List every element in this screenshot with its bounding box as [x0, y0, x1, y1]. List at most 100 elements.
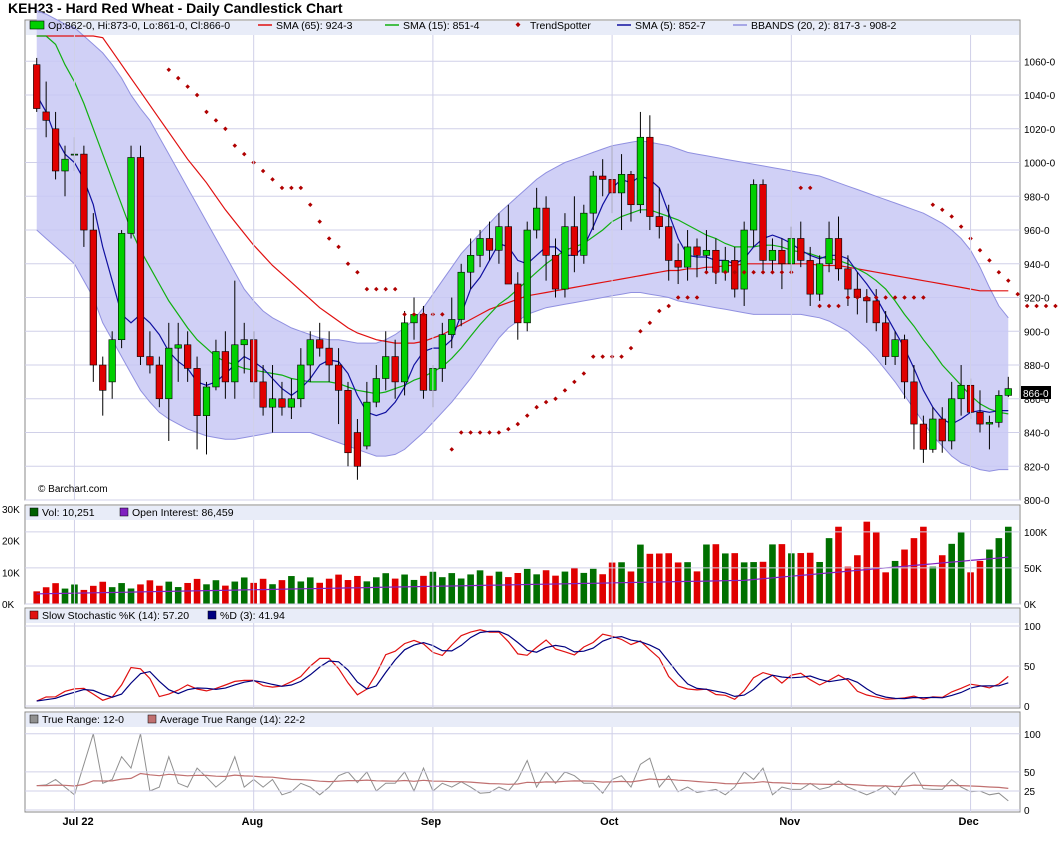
trendspotter-dot — [534, 404, 539, 410]
trendspotter-dot — [487, 430, 492, 435]
date-tick-label: Dec — [959, 816, 979, 828]
candle-body — [985, 422, 994, 425]
candle-body — [768, 249, 777, 261]
volume-grid — [25, 531, 1020, 605]
trendspotter-dot — [911, 295, 917, 300]
trendspotter-dot — [741, 269, 747, 275]
legend-volume: Vol: 10,251 Open Interest: 86,459 — [29, 507, 234, 519]
candle — [495, 213, 503, 264]
candle — [382, 331, 390, 391]
candle-body — [797, 238, 805, 261]
trendspotter-dot — [279, 185, 285, 191]
price-tick-label: 1060-0 — [1024, 57, 1056, 68]
volume-bar — [580, 572, 588, 604]
volume-bar — [825, 538, 833, 604]
candle — [61, 145, 69, 197]
candle-body — [306, 339, 314, 366]
price-axis: 800-0 820-0 840-0 860-0 880-0 900-0 920-0 940-0… — [1024, 57, 1056, 507]
legend-label: Vol: 10,251 — [42, 507, 95, 519]
price-tick-label: 840-0 — [1024, 429, 1050, 440]
legend-label: Op:862-0, Hi:873-0, Lo:861-0, Cl:866-0 — [48, 20, 230, 32]
candle-body — [834, 238, 843, 270]
candle-body — [259, 381, 267, 408]
volume-bars — [33, 521, 1012, 604]
candle-body — [467, 255, 475, 273]
trendspotter-dot — [440, 312, 445, 317]
candle — [136, 145, 145, 366]
candle-body — [731, 260, 739, 290]
candle — [882, 311, 890, 366]
legend-label: TrendSpotter — [530, 20, 591, 32]
candle — [457, 263, 465, 327]
candle-body — [363, 401, 371, 447]
trendspotter-dot — [562, 388, 568, 393]
volume-right-tick: 0K — [1024, 600, 1037, 611]
candle — [89, 213, 97, 382]
volume-bar — [712, 544, 720, 604]
candle-body — [759, 184, 767, 261]
candle-body — [702, 249, 711, 256]
trendspotter-dot — [836, 303, 841, 309]
candle-body — [976, 411, 984, 425]
volume-bar — [882, 572, 889, 604]
volume-bar — [674, 562, 682, 604]
volume-bar — [193, 578, 201, 604]
legend-swatch — [147, 714, 157, 724]
tr-axis: 0 25 50 100 — [1024, 730, 1041, 817]
legend-swatch — [29, 507, 39, 517]
trendspotter-dot — [704, 269, 709, 275]
candle-body — [372, 378, 380, 403]
trendspotter-dot — [675, 295, 681, 300]
candle-body — [127, 157, 135, 234]
legend-swatch — [29, 20, 45, 30]
volume-bar — [448, 573, 456, 604]
trendspotter-dot — [496, 430, 502, 435]
trendspotter-dot — [732, 269, 737, 275]
legend-dot — [515, 22, 521, 28]
candle — [268, 365, 277, 433]
volume-bar — [740, 562, 748, 604]
candle — [174, 322, 182, 382]
candle-body — [504, 226, 512, 285]
legend-true-range: True Range: 12-0 Average True Range (14):… — [29, 714, 305, 726]
tr-tick-label: 50 — [1024, 768, 1036, 779]
candle — [599, 159, 607, 197]
candle-body — [89, 229, 97, 366]
candle — [985, 415, 994, 450]
volume-bar — [627, 571, 635, 604]
candle-body — [646, 136, 654, 217]
candle-body — [240, 339, 248, 346]
candle-body — [844, 268, 852, 290]
trendspotter-dot — [1053, 303, 1058, 309]
volume-bar — [816, 561, 823, 604]
candle — [976, 390, 984, 433]
candle-body — [551, 255, 560, 290]
candle — [561, 213, 569, 298]
volume-bar — [844, 566, 852, 604]
candle — [589, 170, 597, 231]
volume-bar — [476, 570, 484, 604]
candle-body — [599, 175, 607, 180]
trendspotter-dot — [468, 430, 473, 435]
volume-bar — [118, 583, 125, 604]
last-price-label: 866-0 — [1023, 389, 1049, 400]
candle-body — [891, 339, 899, 357]
volume-bar — [533, 574, 540, 604]
candle-body — [202, 386, 211, 416]
candle — [42, 81, 50, 138]
candle — [306, 331, 314, 382]
candle-body — [806, 260, 814, 295]
volume-bar — [288, 576, 295, 604]
candle — [749, 179, 758, 247]
candle-body — [919, 423, 927, 450]
candle — [655, 187, 663, 239]
volume-bar — [505, 577, 512, 604]
candle — [155, 356, 163, 408]
candle — [363, 381, 371, 450]
true-range-line — [36, 733, 1009, 802]
trendspotter-dot — [779, 269, 785, 275]
trendspotter-dot — [1024, 303, 1030, 309]
watermark: © Barchart.com — [38, 484, 108, 495]
trendspotter-dot — [553, 396, 558, 402]
trendspotter-dot — [364, 286, 370, 292]
